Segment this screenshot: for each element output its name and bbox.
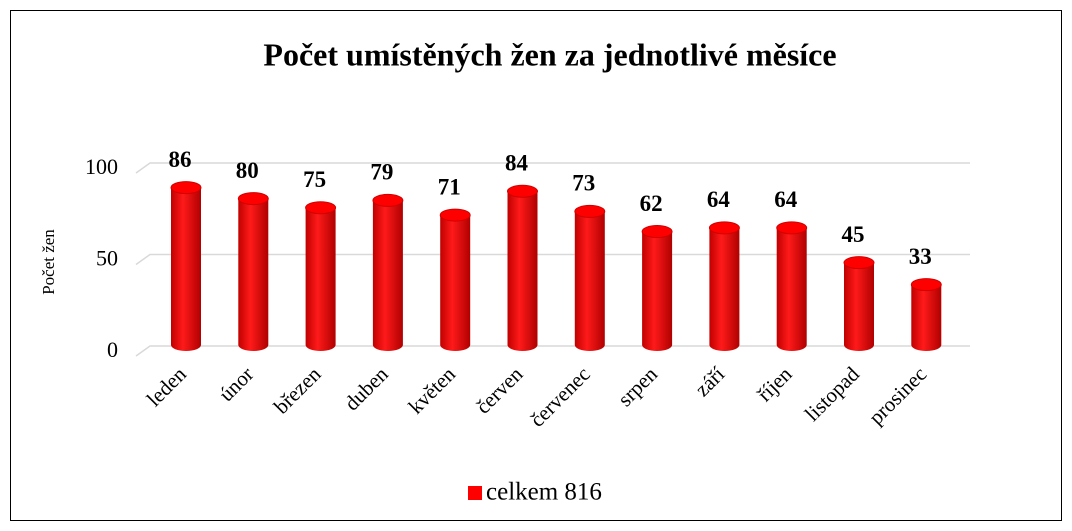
y-tick-label: 0 (107, 337, 118, 362)
bar-cap (507, 184, 538, 198)
bar-cap (910, 278, 942, 292)
bar (574, 211, 605, 351)
y-axis-label: Počet žen (39, 229, 58, 295)
bar (440, 215, 471, 351)
data-label: 84 (505, 151, 529, 176)
data-label: 71 (438, 174, 461, 199)
bar (844, 262, 874, 351)
data-label: 79 (370, 160, 393, 185)
bar (642, 231, 673, 351)
data-label: 80 (236, 158, 259, 183)
y-tick-label: 100 (85, 154, 118, 179)
y-tick-label: 50 (96, 246, 118, 271)
data-label: 86 (169, 147, 192, 172)
grid-line (135, 162, 970, 174)
grid-line (135, 253, 970, 266)
bar (776, 227, 807, 351)
bar-cap (372, 193, 404, 207)
data-label: 75 (303, 167, 326, 192)
bar-cap (641, 225, 673, 239)
data-label: 73 (572, 171, 595, 196)
legend-label: celkem 816 (486, 479, 602, 506)
bar-cap (305, 201, 337, 215)
bar (911, 284, 942, 351)
bar (238, 198, 269, 351)
bar-cap (170, 181, 202, 195)
legend-swatch (468, 486, 482, 500)
bar (507, 191, 538, 351)
bar-cap (843, 256, 875, 270)
bar-cap (776, 221, 808, 235)
bar (709, 227, 740, 351)
data-label: 62 (640, 191, 663, 216)
chart-title: Počet umístěných žen za jednotlivé měsíc… (263, 36, 836, 72)
bar-cap (439, 208, 471, 222)
grid-line (135, 345, 970, 357)
bar-cap (574, 204, 606, 218)
bar-cap (237, 192, 269, 206)
bar-cap (708, 221, 740, 235)
data-label: 64 (707, 187, 731, 212)
data-label: 33 (909, 244, 932, 269)
bar (372, 200, 403, 351)
bar (305, 207, 336, 351)
data-label: 64 (774, 187, 798, 212)
data-label: 45 (842, 222, 865, 247)
bar (171, 187, 201, 351)
